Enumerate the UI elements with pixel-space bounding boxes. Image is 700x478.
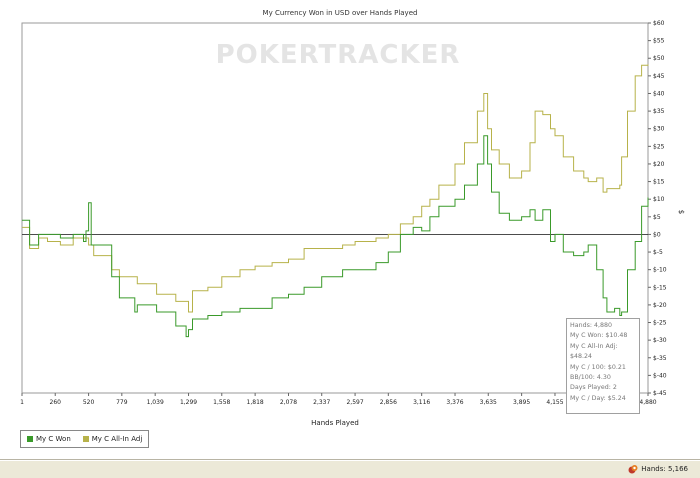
y-tick-label: $-20 <box>653 302 667 309</box>
y-tick-label: $25 <box>653 143 665 150</box>
x-tick-label: 1,558 <box>213 399 230 406</box>
series-line-my-c-won[interactable] <box>22 135 649 338</box>
y-tick-label: $5 <box>653 214 661 221</box>
hands-count: Hands: 5,166 <box>641 465 688 473</box>
hands-status: Hands: 5,166 <box>628 464 688 474</box>
chart-title: My Currency Won in USD over Hands Played <box>263 9 418 17</box>
y-tick-label: $15 <box>653 179 665 186</box>
y-tick-label: $0 <box>653 231 661 238</box>
y-tick-label: $45 <box>653 73 665 80</box>
y-tick-label: $-25 <box>653 320 667 327</box>
x-tick-label: 1 <box>20 399 24 406</box>
y-axis: $60 $55 $50 $45 $40 $35 $30 $25 $20 $15 $10 $5 $0 $-5… <box>648 20 667 397</box>
tooltip-line: Hands: 4,880 <box>570 322 613 329</box>
y-tick-label: $40 <box>653 90 665 97</box>
series-line-my-c-all-in-adj[interactable] <box>22 64 649 313</box>
y-tick-label: $10 <box>653 196 665 203</box>
x-tick-label: 4,880 <box>639 399 656 406</box>
x-tick-label: 3,635 <box>480 399 497 406</box>
y-tick-label: $30 <box>653 126 665 133</box>
legend-label: My C Won <box>36 435 71 443</box>
legend-swatch-icon <box>82 436 89 442</box>
y-tick-label: $-5 <box>653 249 663 256</box>
y-tick-label: $-40 <box>653 372 667 379</box>
y-axis-title: $ <box>677 210 685 214</box>
poker-chips-icon <box>628 465 638 474</box>
x-tick-label: 1,039 <box>147 399 164 406</box>
hover-tooltip: Hands: 4,880 My C Won: $10.48 My C All-I… <box>566 318 640 414</box>
x-tick-label: 1,299 <box>180 399 197 406</box>
y-tick-label: $-45 <box>653 390 667 397</box>
x-tick-label: 2,078 <box>280 399 297 406</box>
tooltip-line: Days Played: 2 <box>570 384 617 392</box>
plot-area <box>21 22 649 394</box>
y-tick-label: $-35 <box>653 355 667 362</box>
x-tick-label: 779 <box>116 399 128 406</box>
x-axis: 1 260 520 779 1,039 1,299 1,558 1,818 2,078 2,337… <box>20 393 657 406</box>
pokertracker-watermark: POKERTRACKER <box>216 40 461 70</box>
y-tick-label: $60 <box>653 20 665 27</box>
x-tick-label: 3,116 <box>413 399 430 406</box>
x-tick-label: 3,376 <box>446 399 463 406</box>
y-tick-label: $20 <box>653 161 665 168</box>
series-layer <box>22 64 649 338</box>
y-tick-label: $55 <box>653 38 665 45</box>
tooltip-line: My C / Day: $5.24 <box>570 394 626 402</box>
legend-item-my-c-all-in-adj[interactable]: My C All-In Adj <box>82 435 143 443</box>
tooltip-line: My C / 100: $0.21 <box>570 363 626 371</box>
legend-item-my-c-won[interactable]: My C Won <box>27 435 71 443</box>
y-tick-label: $50 <box>653 55 665 62</box>
y-tick-label: $-10 <box>653 267 667 274</box>
x-tick-label: 3,895 <box>513 399 530 406</box>
status-bar: Hands: 5,166 <box>0 460 700 478</box>
legend-label: My C All-In Adj <box>91 435 143 443</box>
x-tick-label: 2,597 <box>346 399 363 406</box>
legend-swatch-icon <box>27 436 33 442</box>
x-tick-label: 260 <box>50 399 62 406</box>
x-axis-title: Hands Played <box>311 419 359 427</box>
legend: My C Won My C All-In Adj <box>20 430 150 448</box>
x-tick-label: 520 <box>83 399 95 406</box>
x-tick-label: 2,337 <box>313 399 330 406</box>
y-tick-label: $-15 <box>653 284 667 291</box>
x-tick-label: 4,155 <box>546 399 563 406</box>
x-tick-label: 2,856 <box>380 399 397 406</box>
tooltip-line: My C All-In Adj: $48.24 <box>570 342 618 361</box>
tooltip-line: My C Won: $10.48 <box>570 332 628 340</box>
x-tick-label: 1,818 <box>247 399 264 406</box>
line-chart: My Currency Won in USD over Hands Played… <box>20 9 685 427</box>
y-tick-label: $35 <box>653 108 665 115</box>
chart-panel: My Currency Won in USD over Hands Played… <box>0 0 700 460</box>
tooltip-line: BB/100: 4.30 <box>570 374 611 382</box>
y-tick-label: $-30 <box>653 337 667 344</box>
